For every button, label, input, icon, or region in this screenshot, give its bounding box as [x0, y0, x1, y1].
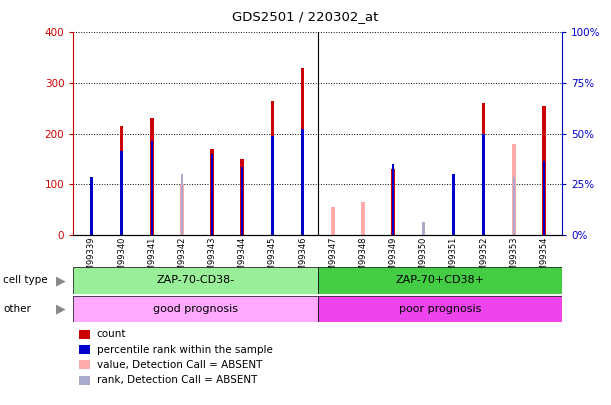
- Bar: [513, 177, 515, 235]
- Bar: [271, 136, 274, 235]
- Bar: [210, 149, 214, 235]
- Bar: [73, 296, 318, 322]
- Bar: [452, 174, 455, 235]
- Bar: [271, 101, 274, 235]
- Bar: [543, 162, 545, 235]
- Bar: [120, 126, 123, 235]
- Text: percentile rank within the sample: percentile rank within the sample: [97, 345, 273, 354]
- Bar: [120, 151, 123, 235]
- Text: poor prognosis: poor prognosis: [399, 304, 481, 314]
- Text: ▶: ▶: [56, 302, 66, 315]
- Bar: [301, 129, 304, 235]
- Bar: [542, 106, 546, 235]
- Text: ZAP-70-CD38-: ZAP-70-CD38-: [156, 275, 235, 286]
- Text: ZAP-70+CD38+: ZAP-70+CD38+: [395, 275, 485, 286]
- Bar: [513, 179, 515, 235]
- Bar: [181, 174, 183, 235]
- Text: count: count: [97, 329, 126, 339]
- Bar: [90, 184, 93, 235]
- Bar: [361, 202, 365, 235]
- Bar: [150, 118, 153, 235]
- Text: GDS2501 / 220302_at: GDS2501 / 220302_at: [232, 10, 379, 23]
- Bar: [73, 267, 318, 294]
- Bar: [512, 144, 516, 235]
- Text: other: other: [3, 304, 31, 314]
- Bar: [301, 68, 304, 235]
- Bar: [150, 141, 153, 235]
- Bar: [452, 174, 455, 235]
- Bar: [90, 177, 93, 235]
- Bar: [391, 169, 395, 235]
- Bar: [483, 134, 485, 235]
- Bar: [180, 184, 184, 235]
- Text: rank, Detection Call = ABSENT: rank, Detection Call = ABSENT: [97, 375, 257, 385]
- Bar: [318, 296, 562, 322]
- Bar: [318, 267, 562, 294]
- Bar: [241, 166, 244, 235]
- Bar: [422, 222, 425, 235]
- Bar: [482, 103, 486, 235]
- Bar: [211, 154, 213, 235]
- Text: value, Detection Call = ABSENT: value, Detection Call = ABSENT: [97, 360, 262, 370]
- Bar: [331, 207, 335, 235]
- Bar: [392, 164, 394, 235]
- Bar: [241, 159, 244, 235]
- Text: ▶: ▶: [56, 274, 66, 287]
- Text: cell type: cell type: [3, 275, 48, 286]
- Text: good prognosis: good prognosis: [153, 304, 238, 314]
